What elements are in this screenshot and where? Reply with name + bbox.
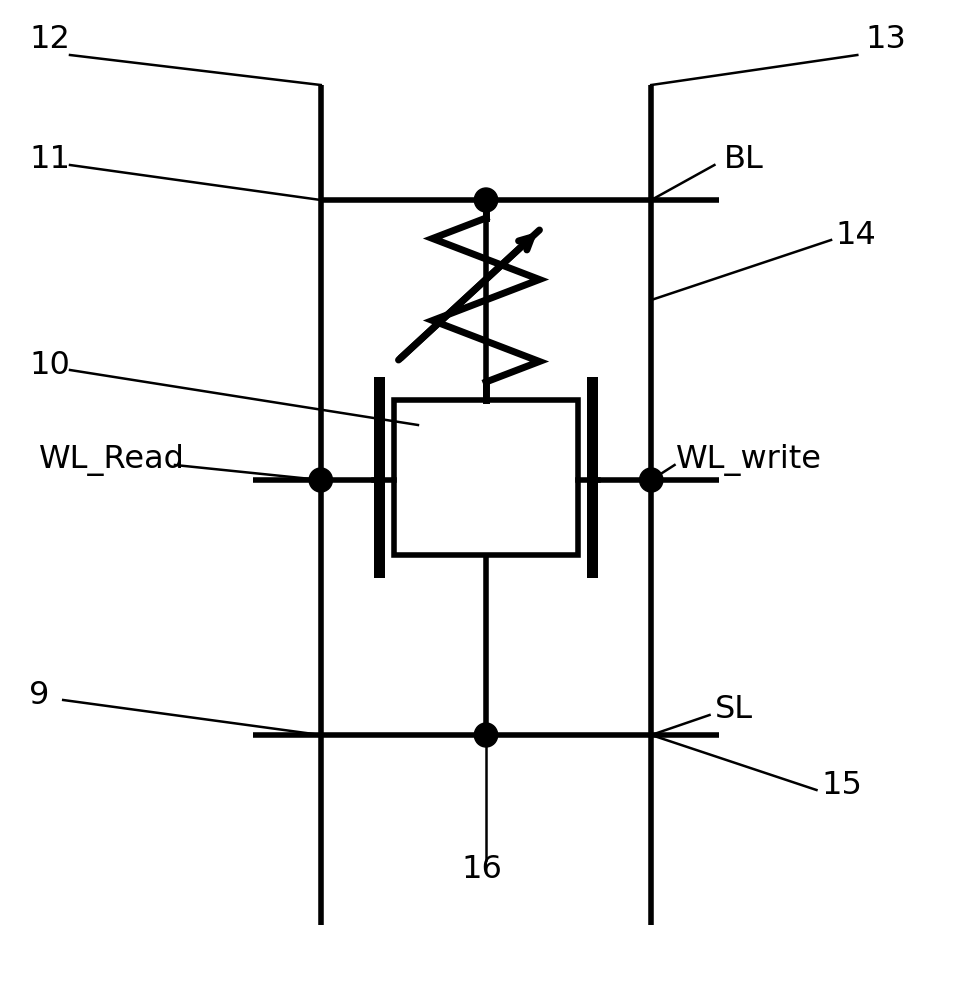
Text: 10: 10	[29, 350, 70, 380]
Text: 13: 13	[865, 24, 906, 55]
Bar	[374, 377, 385, 578]
Circle shape	[640, 468, 663, 492]
Circle shape	[474, 723, 498, 747]
Bar	[394, 400, 578, 555]
Text: WL_write: WL_write	[676, 444, 821, 476]
Text: 14: 14	[836, 220, 877, 250]
Text: SL: SL	[714, 694, 752, 726]
Text: 15: 15	[821, 770, 862, 800]
Text: 9: 9	[29, 680, 50, 710]
Circle shape	[309, 468, 332, 492]
Bar	[587, 377, 598, 578]
Text: BL: BL	[724, 144, 764, 176]
Text: WL_Read: WL_Read	[39, 444, 185, 476]
Circle shape	[474, 188, 498, 212]
Text: 16: 16	[462, 854, 503, 886]
Text: 12: 12	[29, 24, 70, 55]
Text: 11: 11	[29, 144, 70, 176]
